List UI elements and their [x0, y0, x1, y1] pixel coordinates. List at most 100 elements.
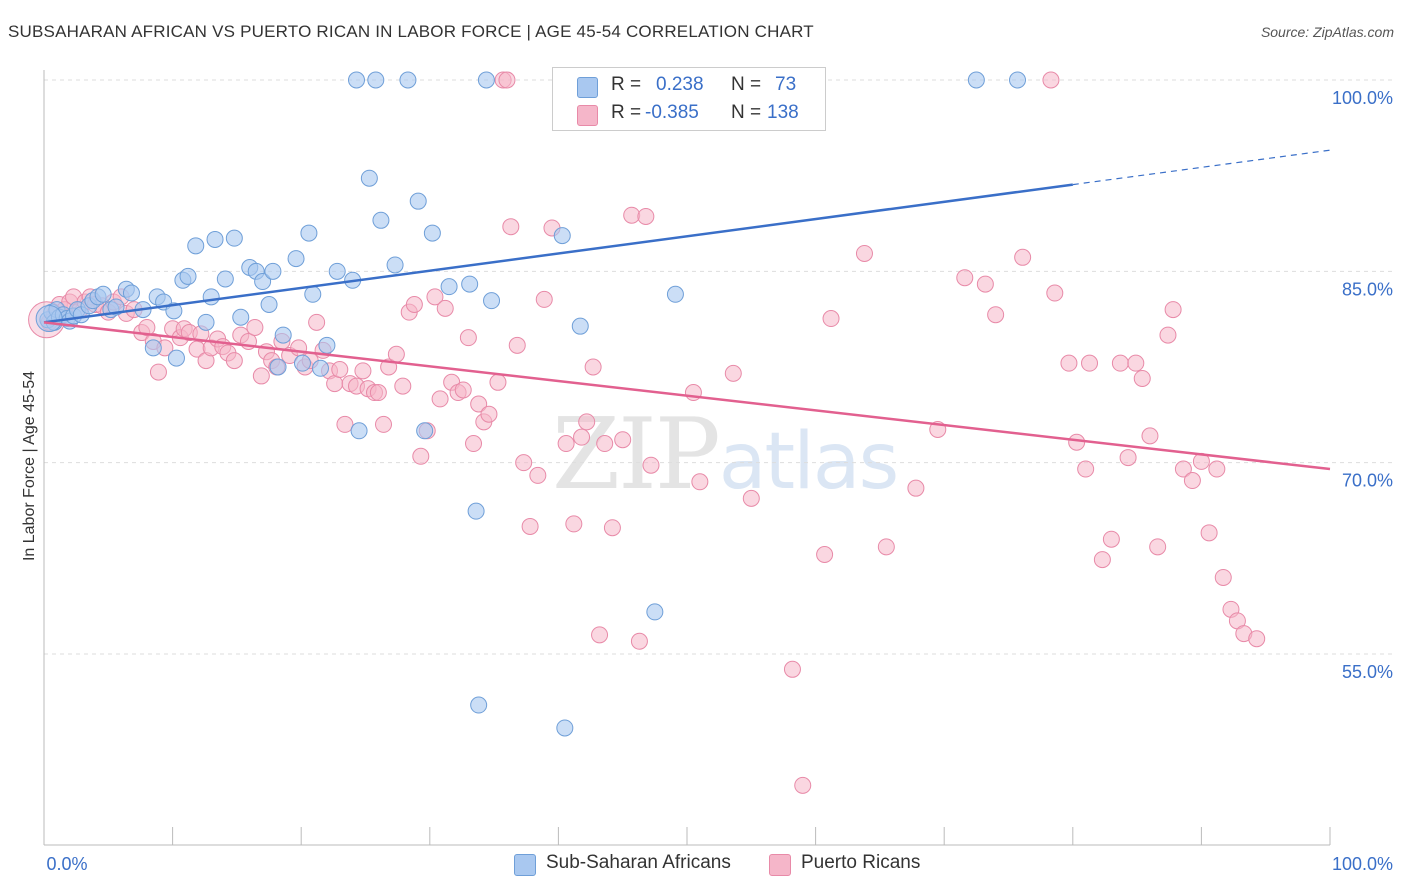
puerto-rican-point	[459, 329, 477, 347]
sub-saharan-african-point	[409, 192, 427, 210]
puerto-rican-point	[470, 395, 488, 413]
puerto-rican-point	[1164, 301, 1182, 319]
puerto-rican-point	[535, 290, 553, 308]
sub-saharan-africans-trend-line	[43, 183, 1073, 324]
pink-swatch	[577, 105, 598, 126]
y-tick-label: 100.0%	[1332, 88, 1393, 108]
y-tick-label: 70.0%	[1342, 471, 1393, 491]
puerto-rican-point	[822, 310, 840, 328]
puerto-rican-point	[637, 207, 655, 225]
puerto-rican-point	[489, 373, 507, 391]
trend-lines	[43, 149, 1331, 471]
r-value: 0.238	[656, 74, 704, 95]
sub-saharan-african-point	[1009, 71, 1027, 89]
n-label: N =	[731, 102, 762, 123]
puerto-rican-point	[816, 546, 834, 564]
y-tick-label: 85.0%	[1342, 279, 1393, 299]
sub-saharan-african-point	[144, 339, 162, 357]
puerto-rican-point	[783, 660, 801, 678]
puerto-rican-point	[252, 367, 270, 385]
puerto-rican-point	[794, 776, 812, 794]
sub-saharan-african-point	[467, 502, 485, 520]
puerto-rican-point	[603, 519, 621, 537]
puerto-rican-point	[412, 447, 430, 465]
sub-saharan-african-point	[367, 71, 385, 89]
puerto-rican-point	[515, 454, 533, 472]
sub-saharan-african-point	[416, 422, 434, 440]
sub-saharan-african-point	[350, 422, 368, 440]
pink-swatch	[769, 854, 791, 876]
sub-saharan-african-point	[260, 295, 278, 313]
puerto-rican-point	[855, 244, 873, 262]
sub-saharan-african-point	[206, 230, 224, 248]
blue-swatch	[514, 854, 536, 876]
puerto-rican-point	[591, 626, 609, 644]
puerto-rican-point	[498, 71, 516, 89]
sub-saharan-african-point	[287, 250, 305, 268]
sub-saharan-african-point	[254, 273, 272, 291]
stats-row-blue: R = 0.238 N = 73	[553, 74, 825, 100]
sub-saharan-african-point	[274, 326, 292, 344]
puerto-rican-point	[369, 384, 387, 402]
sub-saharan-african-point	[94, 285, 112, 303]
puerto-rican-point	[1093, 551, 1111, 569]
puerto-rican-point	[454, 381, 472, 399]
puerto-rican-point	[1102, 530, 1120, 548]
puerto-rican-point	[508, 336, 526, 354]
puerto-rican-point	[691, 473, 709, 491]
puerto-rican-point	[877, 538, 895, 556]
puerto-rican-point	[1133, 369, 1151, 387]
legend-label: Sub-Saharan Africans	[546, 852, 731, 873]
puerto-rican-point	[1111, 354, 1129, 372]
sub-saharan-african-point	[967, 71, 985, 89]
puerto-rican-point	[724, 364, 742, 382]
watermark: ZIPatlas	[552, 398, 899, 512]
puerto-rican-point	[1208, 460, 1226, 478]
puerto-rican-point	[596, 435, 614, 453]
puerto-ricans-points	[28, 71, 1266, 794]
sub-saharan-african-point	[461, 275, 479, 293]
puerto-rican-point	[225, 352, 243, 370]
puerto-rican-point	[480, 405, 498, 423]
puerto-rican-point	[502, 218, 520, 236]
tick-labels: 55.0% 70.0% 85.0% 100.0% 0.0% 100.0%	[46, 88, 1393, 874]
puerto-rican-point	[907, 479, 925, 497]
puerto-rican-point	[573, 428, 591, 446]
puerto-rican-point	[1159, 326, 1177, 344]
puerto-rican-point	[578, 413, 596, 431]
puerto-rican-point	[1141, 427, 1159, 445]
sub-saharan-african-point	[553, 227, 571, 245]
sub-saharan-african-point	[232, 308, 250, 326]
sub-saharan-african-point	[167, 349, 185, 367]
puerto-rican-point	[1046, 284, 1064, 302]
puerto-rican-point	[614, 431, 632, 449]
x-tick-label: 0.0%	[46, 854, 87, 874]
sub-saharan-african-point	[440, 278, 458, 296]
puerto-rican-point	[642, 456, 660, 474]
sub-saharan-african-point	[216, 270, 234, 288]
puerto-rican-point	[1183, 472, 1201, 490]
puerto-rican-point	[436, 299, 454, 317]
sub-saharan-african-point	[360, 169, 378, 187]
sub-saharan-africans-points	[35, 71, 1027, 737]
sub-saharan-african-point	[293, 354, 311, 372]
puerto-rican-point	[976, 275, 994, 293]
sub-saharan-african-point	[423, 224, 441, 242]
puerto-rican-point	[308, 313, 326, 331]
puerto-rican-point	[1119, 449, 1137, 467]
puerto-rican-point	[354, 362, 372, 380]
sub-saharan-african-point	[399, 71, 417, 89]
puerto-rican-point	[1174, 460, 1192, 478]
sub-saharan-african-point	[300, 224, 318, 242]
puerto-rican-point	[623, 206, 641, 224]
puerto-rican-point	[742, 489, 760, 507]
sub-saharan-african-point	[311, 359, 329, 377]
puerto-rican-point	[331, 361, 349, 379]
sub-saharan-african-point	[202, 288, 220, 306]
puerto-rican-point	[375, 415, 393, 433]
sub-saharan-african-point	[386, 256, 404, 274]
puerto-rican-point	[1214, 568, 1232, 586]
puerto-rican-point	[1081, 354, 1099, 372]
puerto-rican-point	[1248, 630, 1266, 648]
